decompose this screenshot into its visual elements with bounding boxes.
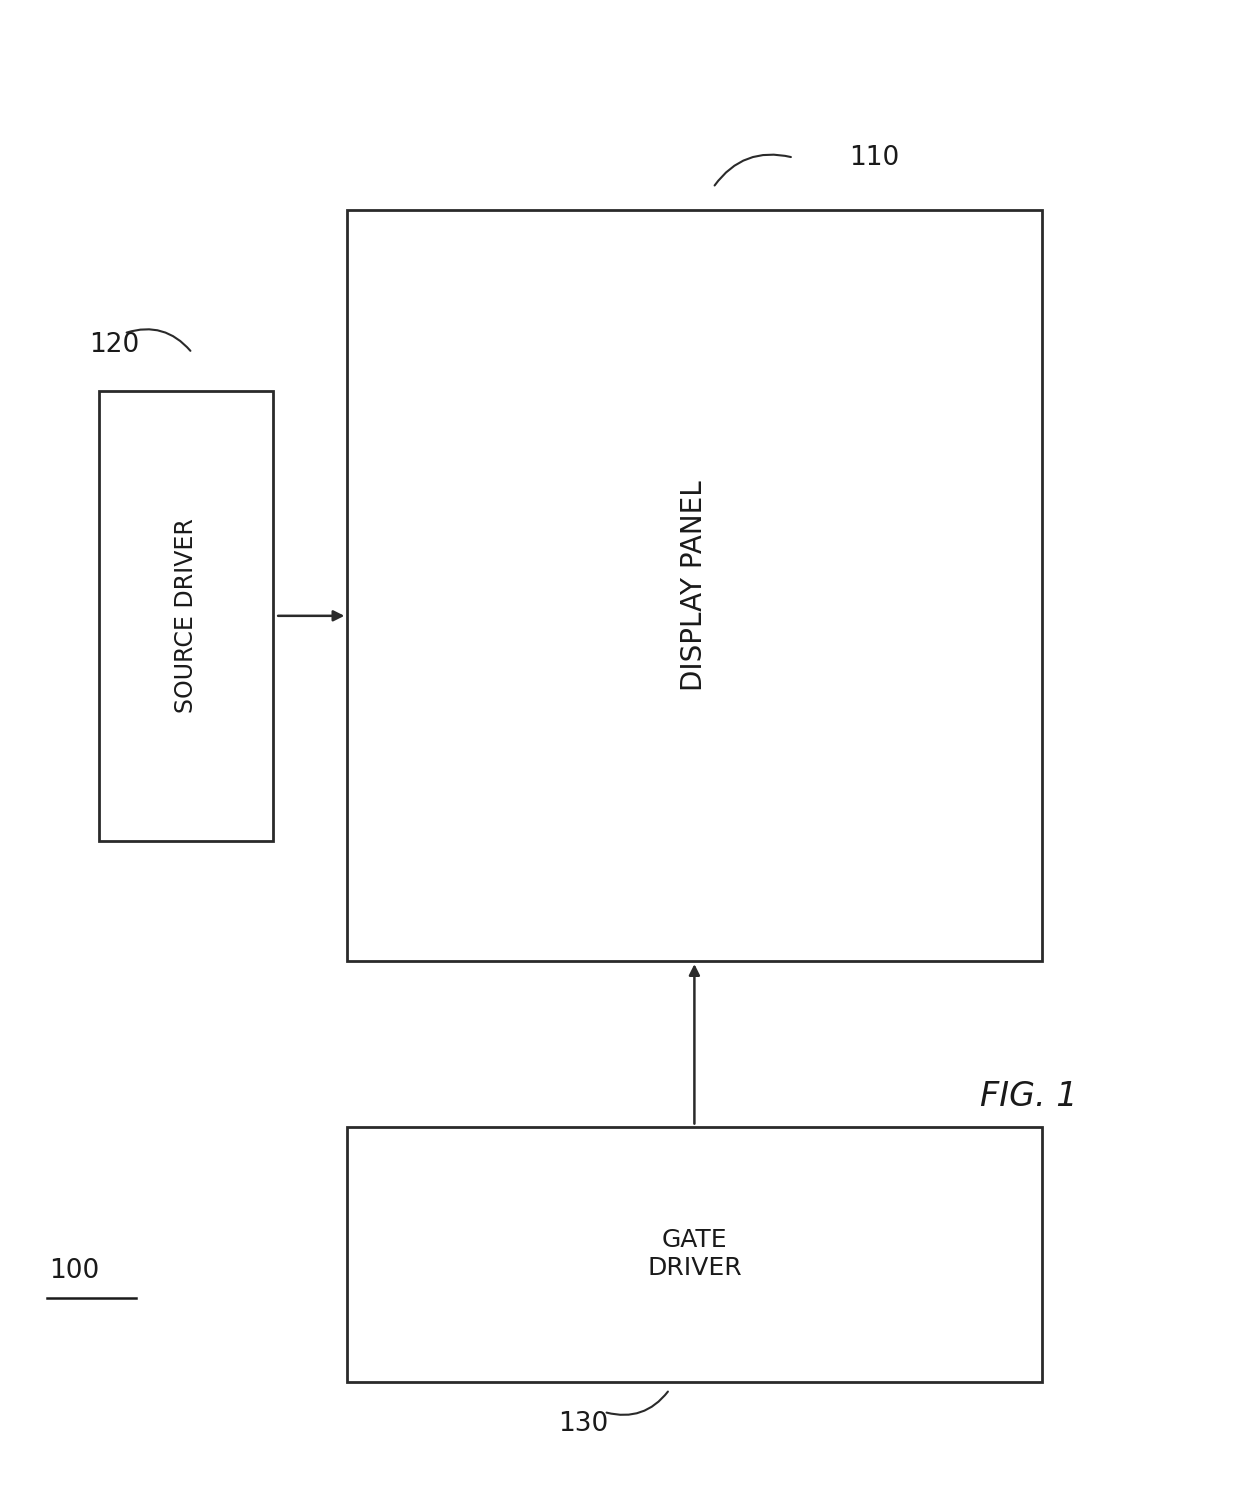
Text: 120: 120 xyxy=(89,332,140,359)
Text: DISPLAY PANEL: DISPLAY PANEL xyxy=(681,481,708,691)
Bar xyxy=(347,1126,1042,1382)
Text: GATE
DRIVER: GATE DRIVER xyxy=(647,1229,742,1280)
Text: FIG. 1: FIG. 1 xyxy=(981,1080,1078,1113)
Text: 100: 100 xyxy=(50,1259,100,1284)
Text: SOURCE DRIVER: SOURCE DRIVER xyxy=(174,518,198,713)
Text: 130: 130 xyxy=(558,1410,609,1437)
Bar xyxy=(99,391,273,841)
Bar xyxy=(347,210,1042,961)
Text: 110: 110 xyxy=(849,144,900,171)
